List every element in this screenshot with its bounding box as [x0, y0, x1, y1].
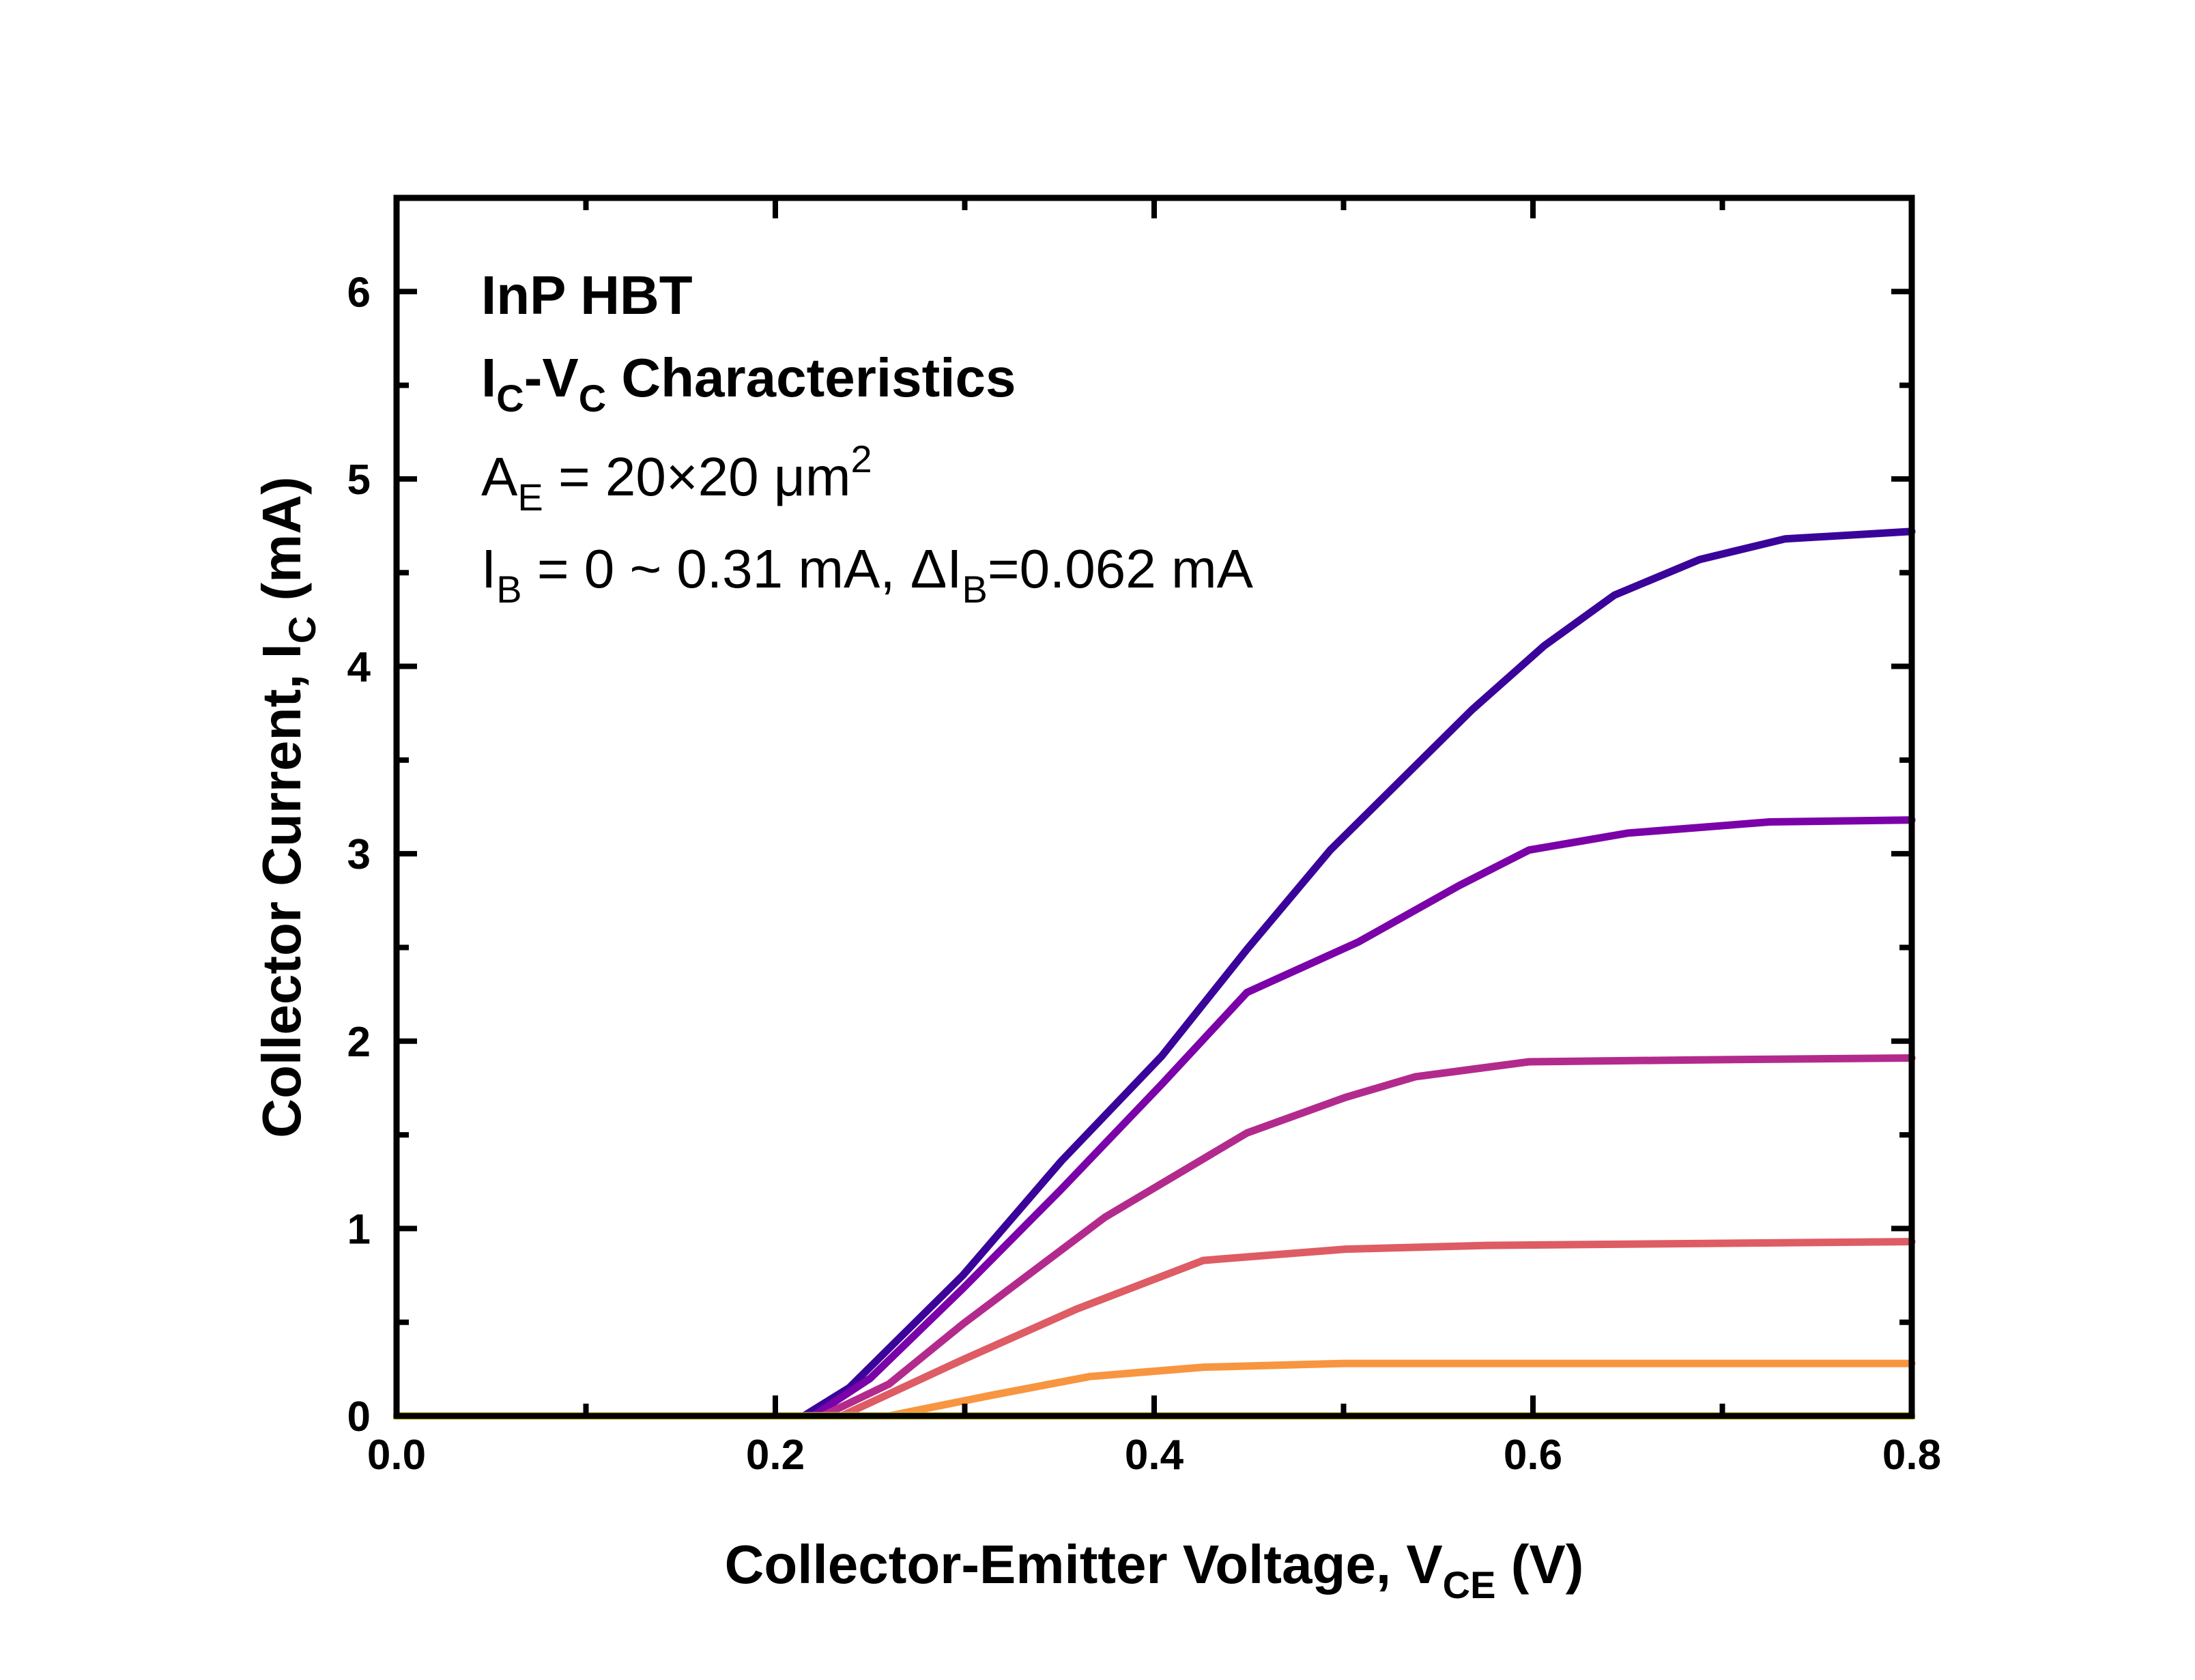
x-tick-label: 0.0 — [367, 1432, 426, 1479]
x-tick-label: 0.6 — [1504, 1432, 1562, 1479]
annotation-title: IC-VC Characteristics — [481, 347, 1016, 420]
series-line-3 — [837, 1238, 1916, 1420]
y-tick-label: 0 — [347, 1393, 371, 1440]
annotation: InP HBT IC-VC Characteristics AE = 20×20… — [481, 265, 1254, 611]
y-tick-label: 3 — [347, 831, 371, 878]
series-line-0 — [800, 527, 1916, 1420]
series-layer — [392, 527, 1916, 1420]
y-tick-label: 5 — [347, 457, 371, 504]
y-tick-label: 2 — [347, 1019, 371, 1066]
x-tick-label: 0.8 — [1882, 1432, 1941, 1479]
x-axis-label: Collector-Emitter Voltage, VCE (V) — [725, 1534, 1584, 1606]
ticks-layer: 0.0 0.2 0.4 0.6 0.8 0 1 2 3 4 5 6 — [347, 195, 1941, 1479]
y-tick-label: 6 — [347, 269, 371, 316]
series-line-2 — [818, 1054, 1916, 1420]
x-tick-label: 0.2 — [746, 1432, 805, 1479]
y-tick-label: 1 — [347, 1206, 371, 1253]
annotation-area: AE = 20×20 μm2 — [481, 437, 872, 519]
y-axis-label: Collector Current, IC (mA) — [251, 476, 324, 1138]
annotation-base-current: IB = 0 ~ 0.31 mA, ΔIB=0.062 mA — [481, 538, 1254, 611]
annotation-device: InP HBT — [481, 265, 693, 325]
series-line-4 — [885, 1359, 1916, 1420]
x-tick-label: 0.4 — [1125, 1432, 1184, 1479]
series-line-1 — [809, 816, 1916, 1420]
y-tick-label: 4 — [347, 644, 371, 691]
